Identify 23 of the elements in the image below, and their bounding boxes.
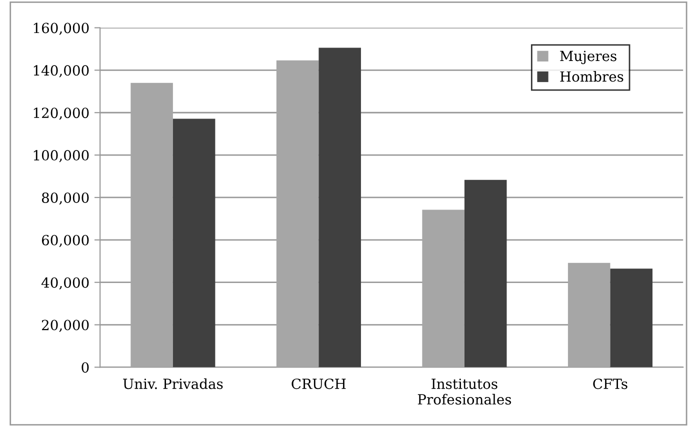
x-tick-label: CRUCH (292, 378, 346, 390)
y-tick-label: 80,000 (42, 192, 89, 205)
x-tick-label: CFTs (593, 378, 628, 390)
bar (610, 268, 652, 368)
y-tick-label: 100,000 (34, 150, 89, 162)
bar (172, 118, 216, 368)
y-tick-label: 60,000 (42, 234, 89, 248)
x-tick-label: Institutos Profesionales (418, 378, 512, 405)
bar (318, 48, 361, 368)
y-tick-label: 140,000 (34, 65, 89, 78)
x-tick-label: Univ. Privadas (123, 378, 223, 390)
legend-label: Mujeres (560, 50, 616, 64)
bar (464, 180, 507, 368)
bar (568, 262, 610, 368)
y-tick-label: 120,000 (34, 108, 89, 120)
bar (130, 82, 173, 368)
y-tick-label: 20,000 (42, 320, 89, 332)
y-tick-label: 40,000 (41, 277, 89, 290)
y-tick-label: 0 (82, 362, 89, 373)
y-tick-label: 160,000 (34, 22, 89, 35)
bar (422, 210, 464, 368)
bar (276, 60, 319, 368)
legend-label: Hombres (560, 71, 624, 82)
